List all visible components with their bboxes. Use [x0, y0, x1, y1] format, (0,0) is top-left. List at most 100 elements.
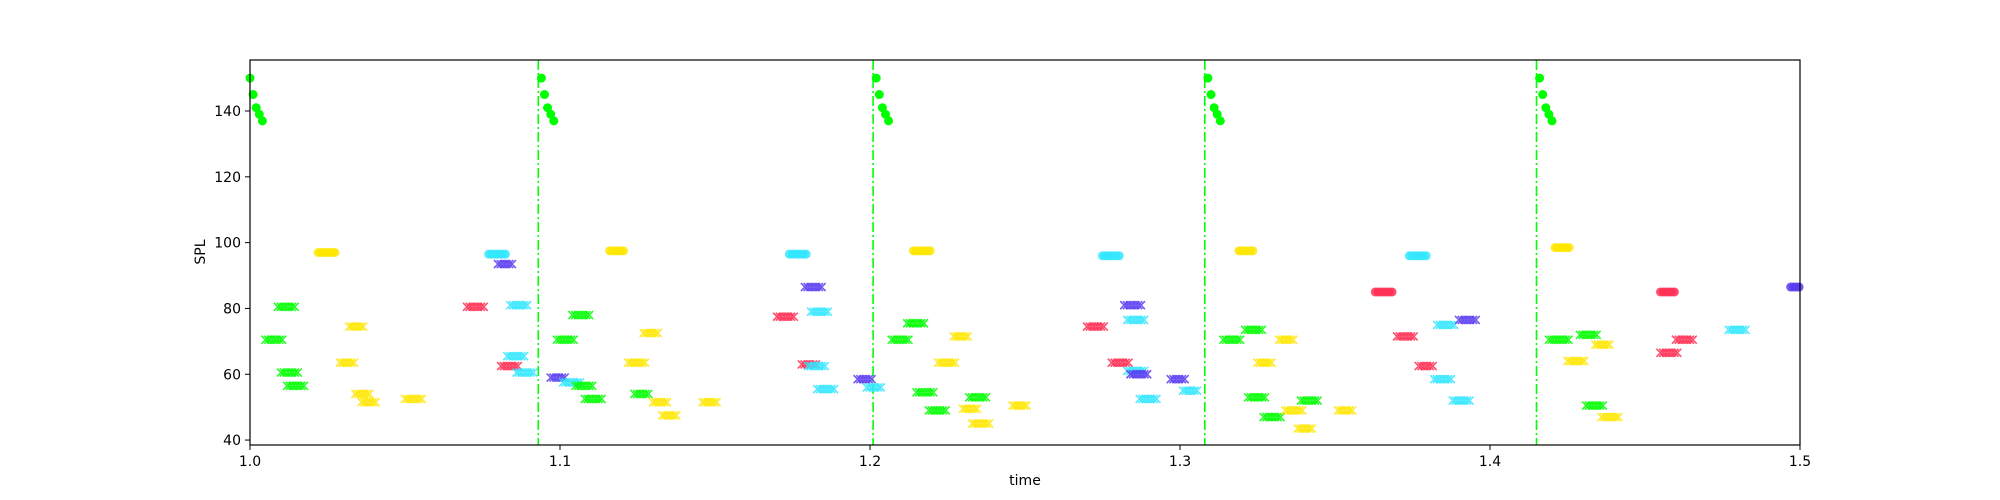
note-68 — [1296, 396, 1323, 406]
note-14 — [502, 351, 529, 361]
note-marker — [1564, 243, 1574, 253]
note-marker — [801, 249, 811, 259]
onset-point-4 — [257, 116, 267, 126]
note-marker — [963, 331, 973, 341]
note-53 — [1119, 300, 1146, 310]
x-tick-label: 1.1 — [549, 454, 571, 470]
note-marker — [662, 397, 672, 407]
note-35 — [806, 307, 833, 317]
note-marker — [1561, 335, 1571, 345]
note-28 — [657, 410, 681, 420]
note-marker — [814, 282, 824, 292]
note-marker — [981, 419, 991, 429]
note-46 — [958, 404, 982, 414]
note-marker — [960, 331, 970, 341]
note-marker — [1136, 315, 1146, 325]
note-marker — [296, 381, 306, 391]
note-6 — [344, 321, 368, 332]
note-marker — [1257, 325, 1267, 335]
note-20 — [567, 310, 594, 320]
y-tick-label: 100 — [214, 236, 241, 252]
note-65 — [1259, 412, 1286, 422]
note-marker — [358, 321, 368, 332]
note-17 — [546, 372, 570, 383]
x-tick-label: 1.2 — [859, 454, 881, 470]
note-marker — [919, 318, 929, 328]
note-marker — [711, 397, 722, 407]
note-marker — [1142, 369, 1152, 379]
note-marker — [1409, 331, 1419, 341]
note-26 — [639, 328, 663, 338]
note-marker — [525, 368, 536, 378]
plot-background — [250, 60, 1800, 445]
note-marker — [476, 302, 486, 312]
note-58 — [1166, 374, 1190, 384]
note-59 — [1178, 386, 1202, 396]
note-marker — [349, 358, 359, 368]
note-marker — [1446, 320, 1456, 330]
onset-point-15 — [1203, 73, 1213, 83]
y-tick-label: 60 — [223, 367, 241, 383]
note-marker — [290, 302, 300, 312]
note-marker — [1307, 423, 1317, 434]
note-marker — [569, 335, 579, 345]
note-0 — [260, 335, 287, 345]
note-marker — [1428, 361, 1438, 371]
note-marker — [823, 307, 833, 317]
note-2 — [276, 368, 303, 378]
note-marker — [1595, 400, 1605, 411]
x-axis-label: time — [1009, 473, 1041, 489]
note-marker — [1425, 361, 1435, 371]
note-marker — [1610, 412, 1621, 422]
note-marker — [287, 302, 297, 312]
note-marker — [500, 249, 510, 259]
onset-point-11 — [874, 90, 884, 100]
note-79 — [1544, 335, 1573, 345]
note-marker — [1139, 315, 1149, 325]
note-marker — [1285, 335, 1295, 345]
note-marker — [1738, 325, 1748, 335]
note-marker — [277, 335, 287, 345]
note-marker — [528, 368, 538, 378]
note-marker — [1260, 392, 1270, 402]
note-marker — [1248, 246, 1258, 256]
note-30 — [772, 312, 799, 322]
note-marker — [786, 312, 796, 322]
note-47 — [964, 392, 991, 402]
note-marker — [1021, 400, 1032, 411]
y-axis-label: SPL — [193, 239, 209, 264]
note-marker — [650, 328, 660, 338]
note-39 — [887, 335, 914, 345]
note-37 — [853, 374, 877, 384]
note-marker — [1121, 358, 1131, 368]
onset-point-24 — [1547, 116, 1557, 126]
note-76 — [1429, 374, 1456, 384]
note-marker — [1133, 300, 1143, 310]
note-marker — [1288, 335, 1298, 345]
note-marker — [928, 387, 938, 397]
note-69 — [1293, 423, 1317, 434]
note-45 — [949, 331, 973, 341]
note-marker — [1563, 335, 1573, 345]
note-27 — [648, 397, 672, 407]
note-81 — [1562, 356, 1589, 366]
onset-point-16 — [1206, 90, 1216, 100]
note-marker — [916, 318, 926, 328]
note-marker — [1192, 386, 1202, 396]
note-marker — [637, 358, 647, 368]
note-marker — [820, 307, 830, 317]
note-marker — [584, 310, 594, 320]
note-marker — [507, 259, 517, 269]
note-marker — [370, 397, 381, 407]
note-84 — [1590, 340, 1614, 350]
note-18 — [552, 335, 579, 345]
note-marker — [653, 328, 663, 338]
note-marker — [1464, 396, 1475, 406]
note-marker — [364, 389, 374, 399]
note-marker — [1151, 394, 1162, 404]
note-marker — [274, 335, 285, 345]
note-marker — [1099, 321, 1109, 332]
note-marker — [984, 419, 994, 429]
note-marker — [1297, 405, 1307, 416]
note-marker — [1275, 412, 1286, 422]
